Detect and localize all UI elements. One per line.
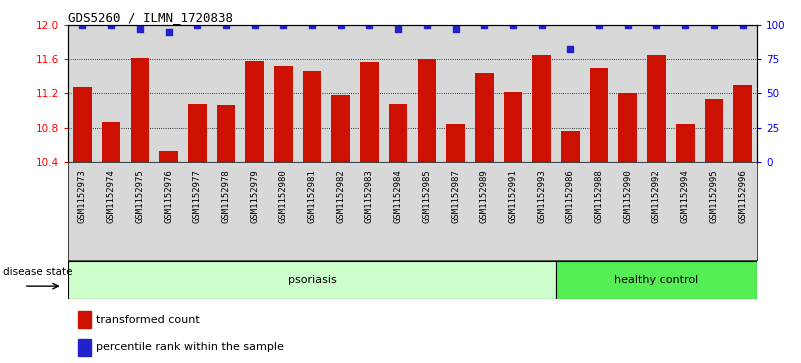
Bar [733, 85, 752, 162]
Point [678, 23, 691, 28]
Bar [388, 104, 408, 162]
Text: GSM1152996: GSM1152996 [738, 170, 747, 223]
Point [134, 26, 147, 32]
Text: GSM1152983: GSM1152983 [365, 170, 374, 223]
Text: GSM1152992: GSM1152992 [652, 170, 661, 223]
Point [334, 23, 347, 28]
Text: transformed count: transformed count [95, 315, 199, 325]
Bar [188, 104, 207, 162]
Point [162, 29, 175, 35]
Text: percentile rank within the sample: percentile rank within the sample [95, 342, 284, 352]
Point [105, 23, 118, 28]
Bar [78, 339, 91, 356]
Text: GSM1152984: GSM1152984 [393, 170, 403, 223]
Text: GSM1152991: GSM1152991 [509, 170, 517, 223]
Point [219, 23, 232, 28]
Bar [68, 261, 556, 299]
Text: GDS5260 / ILMN_1720838: GDS5260 / ILMN_1720838 [68, 11, 233, 24]
Bar [131, 58, 149, 162]
Bar [78, 311, 91, 328]
Point [363, 23, 376, 28]
Text: healthy control: healthy control [614, 276, 698, 285]
Text: GSM1152993: GSM1152993 [537, 170, 546, 223]
Bar [590, 68, 609, 162]
Bar [216, 105, 235, 162]
Text: psoriasis: psoriasis [288, 276, 336, 285]
Bar [475, 73, 493, 162]
Bar [705, 99, 723, 162]
Bar [303, 70, 321, 162]
Point [191, 23, 203, 28]
Bar [73, 87, 92, 162]
Bar [360, 62, 379, 162]
Point [277, 23, 290, 28]
Text: GSM1152988: GSM1152988 [594, 170, 604, 223]
Point [736, 23, 749, 28]
Text: GSM1152981: GSM1152981 [308, 170, 316, 223]
Text: GSM1152977: GSM1152977 [193, 170, 202, 223]
Point [535, 23, 548, 28]
Point [76, 23, 89, 28]
Bar [446, 124, 465, 162]
Bar [556, 261, 757, 299]
Text: GSM1152978: GSM1152978 [221, 170, 231, 223]
Point [478, 23, 491, 28]
Point [248, 23, 261, 28]
Text: GSM1152985: GSM1152985 [422, 170, 432, 223]
Text: GSM1152979: GSM1152979 [250, 170, 260, 223]
Bar [102, 122, 120, 162]
Point [650, 23, 663, 28]
Point [392, 26, 405, 32]
Bar [561, 131, 580, 162]
Bar [274, 66, 292, 162]
Point [622, 23, 634, 28]
Text: GSM1152989: GSM1152989 [480, 170, 489, 223]
Text: GSM1152982: GSM1152982 [336, 170, 345, 223]
Text: GSM1152987: GSM1152987 [451, 170, 460, 223]
Point [306, 23, 319, 28]
Bar [676, 124, 694, 162]
Text: GSM1152980: GSM1152980 [279, 170, 288, 223]
Bar [159, 151, 178, 162]
Text: GSM1152994: GSM1152994 [681, 170, 690, 223]
Bar [245, 61, 264, 162]
Point [449, 26, 462, 32]
Point [421, 23, 433, 28]
Text: GSM1152990: GSM1152990 [623, 170, 632, 223]
Bar [533, 55, 551, 162]
Text: GSM1152995: GSM1152995 [710, 170, 718, 223]
Text: GSM1152986: GSM1152986 [566, 170, 575, 223]
Bar [504, 92, 522, 162]
Text: GSM1152974: GSM1152974 [107, 170, 115, 223]
Bar [647, 55, 666, 162]
Point [593, 23, 606, 28]
Text: disease state: disease state [3, 267, 73, 277]
Text: GSM1152976: GSM1152976 [164, 170, 173, 223]
Text: GSM1152973: GSM1152973 [78, 170, 87, 223]
Point [564, 46, 577, 52]
Bar [417, 58, 437, 162]
Text: GSM1152975: GSM1152975 [135, 170, 144, 223]
Point [707, 23, 720, 28]
Bar [618, 94, 637, 162]
Bar [332, 95, 350, 162]
Point [506, 23, 519, 28]
